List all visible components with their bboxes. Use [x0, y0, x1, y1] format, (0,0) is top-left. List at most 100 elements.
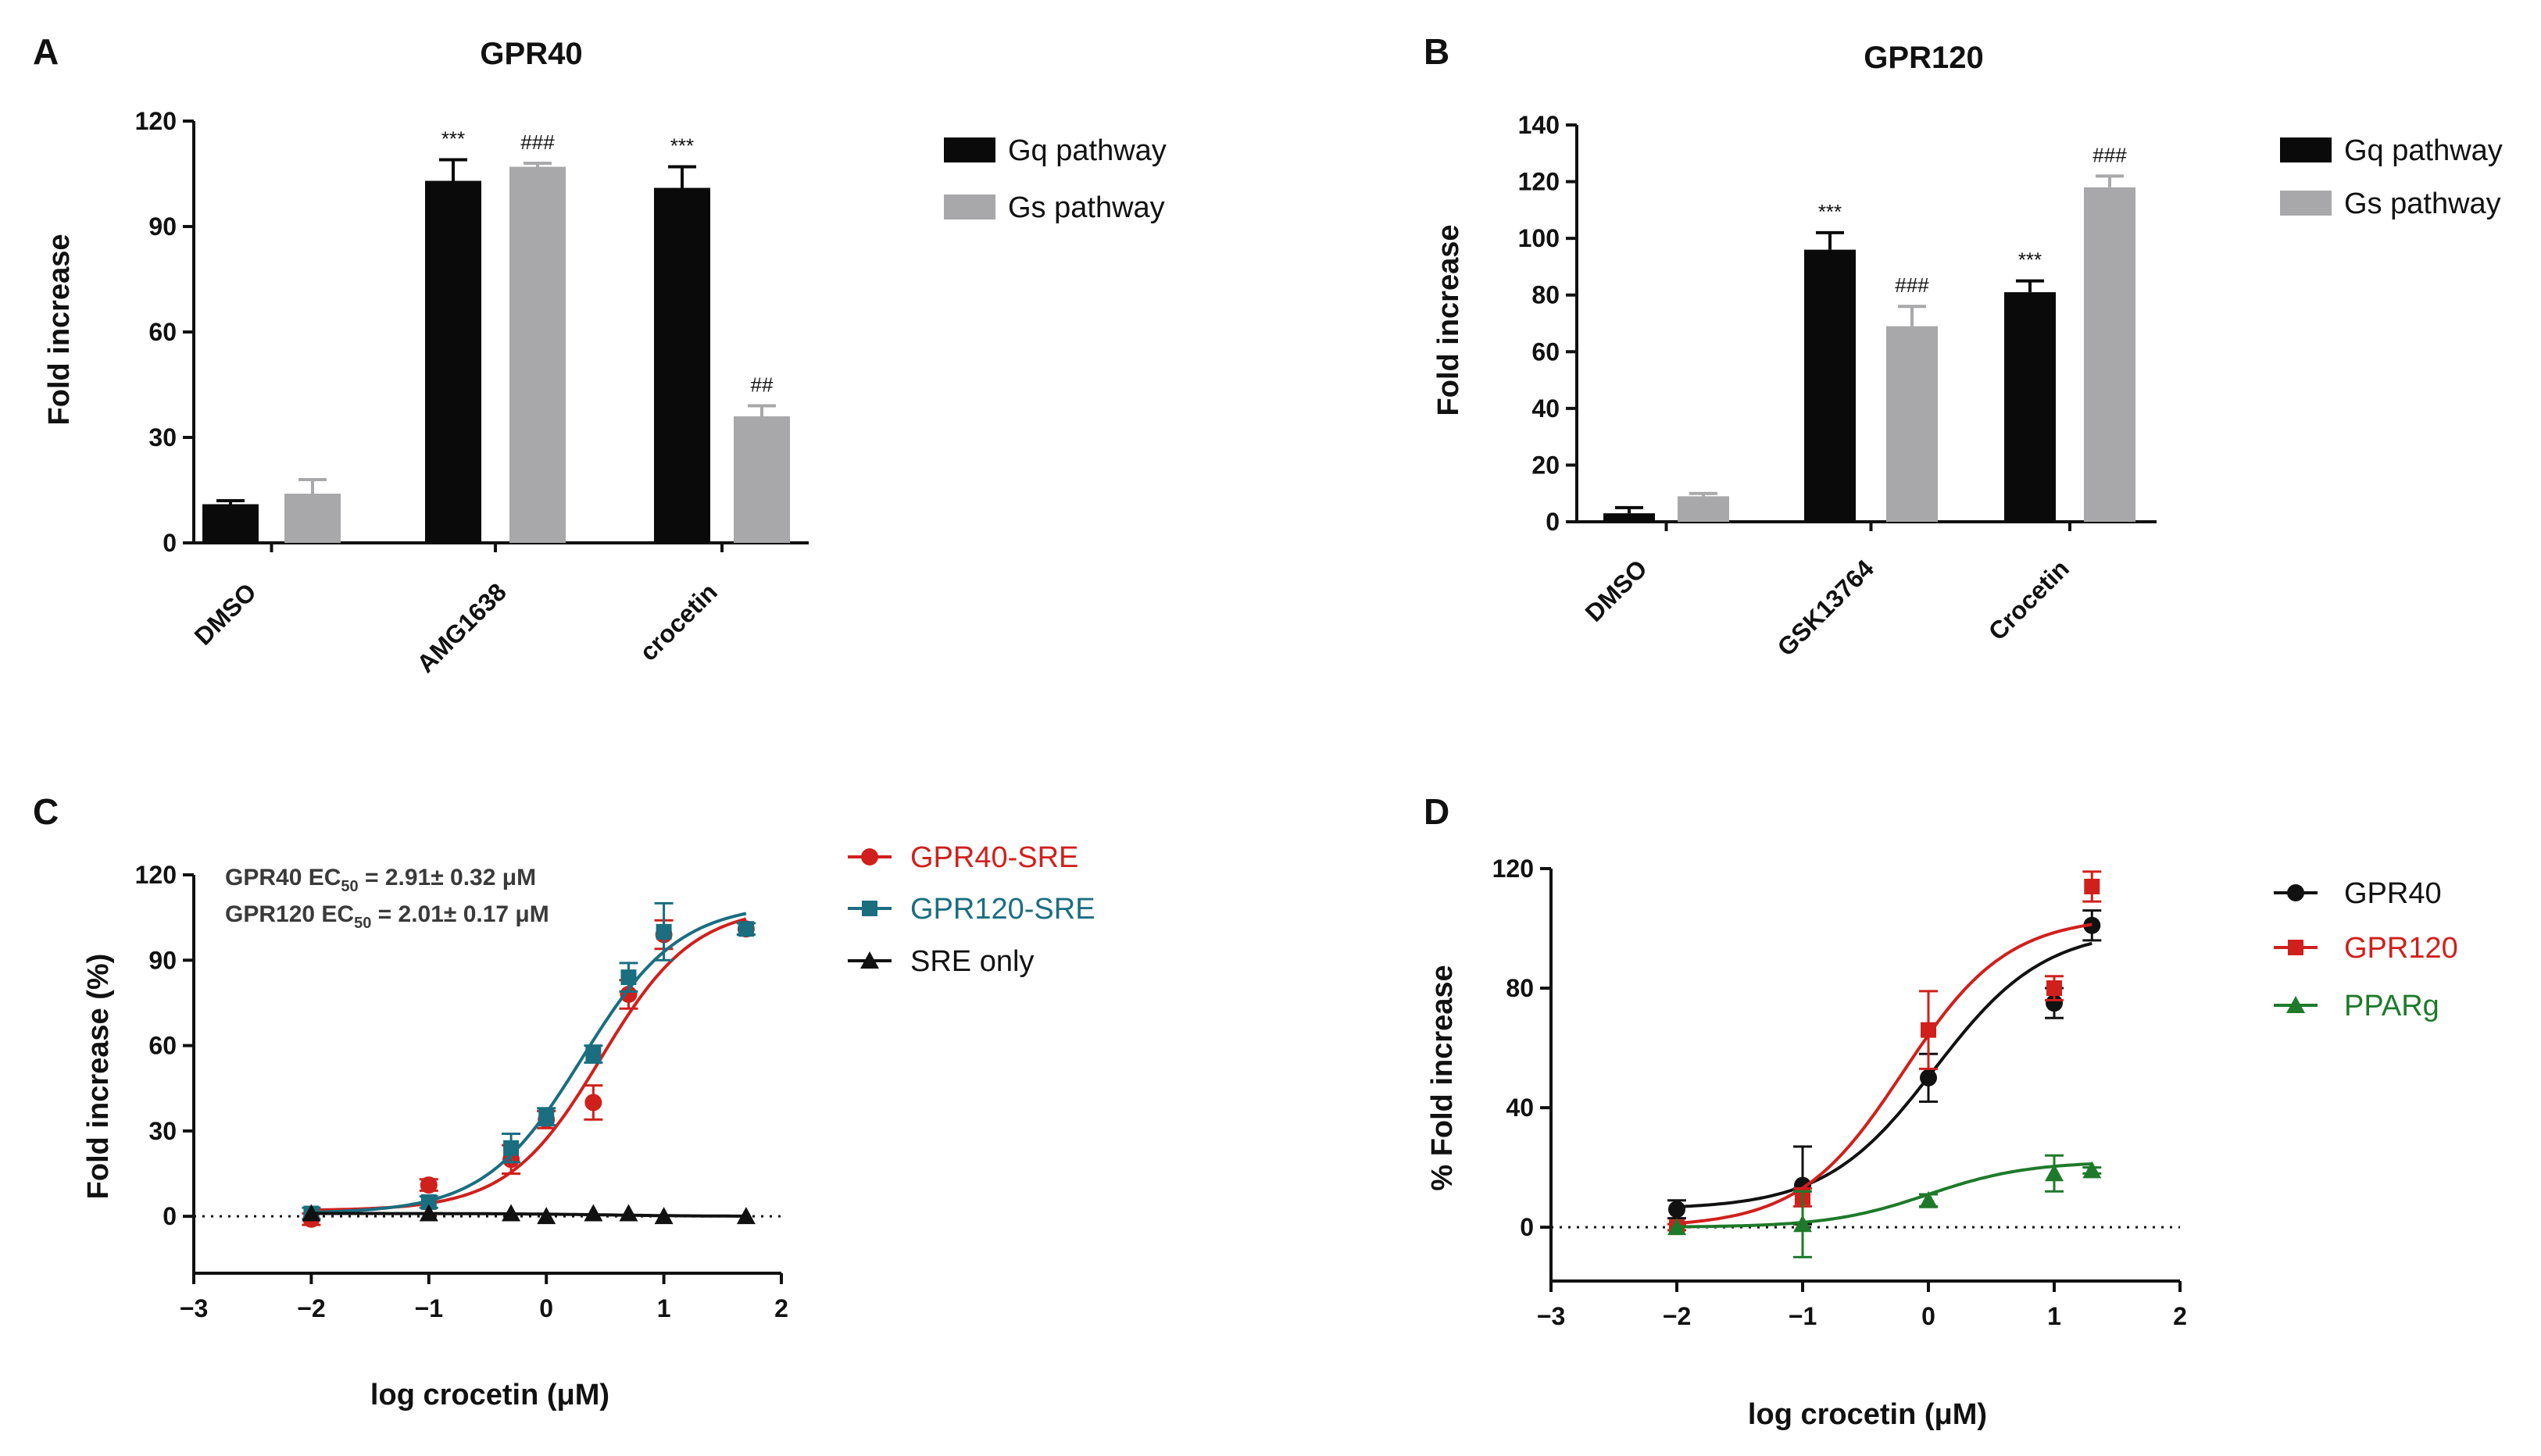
- panel-b-bar-gs-pathway-dmso: [1678, 496, 1729, 522]
- panel-a-legend-swatch-gs-pathway: [944, 194, 995, 219]
- panel-a-ytick-label: 120: [135, 107, 177, 135]
- panel-b-category-label: GSK13764: [1772, 554, 1880, 662]
- panel-c-xtick-label: 2: [774, 1294, 788, 1322]
- panel-a-ytick-label: 90: [148, 212, 177, 241]
- panel-a-significance-label: ***: [441, 127, 465, 151]
- panel-c-point-gpr40-sre: [620, 986, 638, 1003]
- panel-c-point-sre-only: [584, 1204, 603, 1222]
- panel-c-point-sre-only: [736, 1207, 756, 1225]
- panel-a-significance-label: ###: [520, 130, 555, 154]
- panel-d-point-gpr120: [2046, 980, 2062, 997]
- panel-b-bar-gs-pathway-gsk13764: [1886, 326, 1938, 522]
- panel-c-legend-marker-gpr40-sre: [861, 848, 878, 865]
- panel-a-legend-label: Gq pathway: [1008, 134, 1167, 167]
- panel-c-fit-curve-gpr120-sre: [311, 912, 747, 1214]
- panel-c-point-gpr40-sre: [584, 1094, 602, 1112]
- panel-d-point-gpr40: [1920, 1069, 1937, 1087]
- panel-c-ytick-label: 120: [135, 861, 177, 889]
- panel-c-point-sre-only: [537, 1207, 556, 1225]
- panel-b-significance-label: ***: [2018, 248, 2042, 272]
- panel-b-category-label: Crocetin: [1983, 554, 2075, 645]
- panel-c-point-sre-only: [654, 1207, 674, 1225]
- panel-b-ytick-label: 60: [1531, 337, 1560, 366]
- panel-c-legend-marker-sre-only: [860, 951, 879, 969]
- panel-b-ytick-label: 20: [1531, 451, 1560, 479]
- panel-b-significance-label: ###: [1895, 273, 1929, 297]
- panel-a-ylabel: Fold increase: [43, 234, 76, 426]
- panel-a-category-label: AMG1638: [411, 577, 512, 678]
- panel-a-legend-label: Gs pathway: [1008, 191, 1165, 224]
- panel-a-bar-gq-pathway-amg1638: [425, 180, 481, 543]
- panel-a-legend-swatch-gq-pathway: [944, 137, 995, 162]
- panel-d-legend-marker-gpr120: [2288, 940, 2303, 955]
- panel-b-significance-label: ###: [2092, 143, 2127, 166]
- panel-d-point-gpr40: [1668, 1201, 1685, 1219]
- panel-b-ytick-label: 0: [1546, 508, 1560, 536]
- panel-b-bar-gq-pathway-dmso: [1603, 513, 1655, 522]
- panel-b-bar-gq-pathway-crocetin: [2004, 292, 2056, 522]
- panel-a-category-label: DMSO: [189, 577, 262, 650]
- panel-c-xtick-label: −3: [180, 1294, 208, 1322]
- panel-b-ytick-label: 40: [1531, 394, 1560, 423]
- panel-d-fit-curve-pparg: [1677, 1162, 2092, 1229]
- panel-a-title: GPR40: [480, 37, 582, 71]
- panel-d-xtick-label: −1: [1789, 1302, 1817, 1330]
- panel-c-point-gpr120-sre: [420, 1194, 437, 1210]
- ec50-gpr120: GPR120 EC50 = 2.01± 0.17 μM: [225, 901, 549, 932]
- panel-b-legend-label: Gs pathway: [2344, 187, 2501, 220]
- panel-letter-c: C: [33, 791, 59, 832]
- panel-c-ytick-label: 90: [148, 946, 177, 974]
- panel-a-bar-gq-pathway-dmso: [202, 504, 259, 543]
- panel-c-xtick-label: −1: [415, 1294, 443, 1322]
- panel-b-legend-swatch-gq-pathway: [2280, 137, 2332, 162]
- panel-b-significance-label: ***: [1818, 200, 1842, 223]
- panel-d-legend-label: PPARg: [2344, 990, 2439, 1022]
- panel-b-bar-gs-pathway-crocetin: [2084, 187, 2135, 523]
- panel-b-category-label: DMSO: [1580, 554, 1653, 626]
- panel-d-xlabel: log crocetin (μM): [1748, 1398, 1987, 1431]
- panel-c-point-gpr40-sre: [420, 1176, 438, 1194]
- panel-b-legend-swatch-gs-pathway: [2280, 191, 2332, 216]
- panel-c-point-gpr120-sre: [538, 1108, 555, 1125]
- panel-b-chart: GPR120 Fold increase 0 20 40 60 80 100 120 140 *…: [1432, 41, 2503, 662]
- panel-b-ylabel: Fold increase: [1432, 225, 1465, 416]
- panel-d-ytick-label: 120: [1492, 855, 1534, 883]
- panel-a-ytick-label: 60: [148, 318, 177, 346]
- panel-a-category-label: crocetin: [634, 577, 722, 666]
- panel-c-point-sre-only: [502, 1204, 521, 1222]
- panel-c-legend-label: GPR40-SRE: [910, 841, 1078, 874]
- panel-d-legend-label: GPR40: [2344, 877, 2442, 910]
- panel-d-xtick-label: 0: [1921, 1302, 1935, 1330]
- panel-c-point-sre-only: [302, 1204, 321, 1222]
- panel-d-point-pparg: [2045, 1164, 2064, 1182]
- panel-a-bar-gs-pathway-crocetin: [734, 416, 790, 543]
- panel-d-point-gpr120: [2084, 878, 2100, 894]
- panel-c-point-sre-only: [619, 1204, 638, 1222]
- panel-d-xtick-label: −3: [1537, 1302, 1565, 1330]
- panel-a-bar-gs-pathway-amg1638: [509, 166, 566, 543]
- panel-a-significance-label: ***: [670, 134, 694, 158]
- panel-d-xtick-label: 2: [2173, 1302, 2187, 1330]
- panel-c-ytick-label: 0: [163, 1202, 177, 1230]
- panel-c-point-gpr120-sre: [503, 1140, 520, 1156]
- panel-d-legend-marker-gpr40: [2287, 884, 2304, 901]
- panel-d-xtick-label: 1: [2047, 1302, 2061, 1330]
- ec50-gpr40: GPR40 EC50 = 2.91± 0.32 μM: [225, 865, 536, 895]
- panel-c-chart: Fold increase (%) log crocetin (μM) GPR4…: [82, 841, 1095, 1411]
- panel-d-xtick-label: −2: [1663, 1302, 1691, 1330]
- panel-d-ytick-label: 40: [1506, 1094, 1534, 1122]
- panel-b-title: GPR120: [1864, 41, 1983, 75]
- panel-d-fit-curve-gpr40: [1676, 941, 2092, 1208]
- panel-b-ytick-label: 80: [1531, 281, 1560, 309]
- panel-d-legend-label: GPR120: [2344, 932, 2458, 965]
- panel-c-xtick-label: −2: [297, 1294, 325, 1322]
- panel-a-bar-gs-pathway-dmso: [284, 494, 341, 543]
- panel-d-ytick-label: 0: [1520, 1213, 1534, 1241]
- panel-d-point-pparg: [1667, 1218, 1686, 1236]
- panel-a-significance-label: ##: [751, 373, 774, 397]
- panel-d-point-gpr40: [2046, 994, 2063, 1012]
- panel-d-chart: % Fold increase log crocetin (μM) 0 40 80 1…: [1426, 855, 2458, 1431]
- panel-d-point-pparg: [1919, 1190, 1938, 1208]
